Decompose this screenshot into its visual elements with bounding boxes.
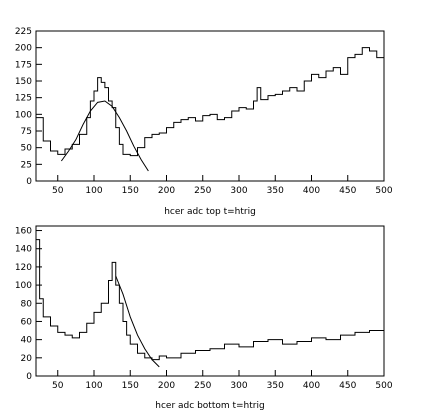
bottom-histogram-panel: 50 100 150 200 250 300 350 400 450 500 0 20 40 60 80 1… <box>15 225 393 411</box>
x-tick-label: 100 <box>85 186 102 196</box>
y-tick-label: 200 <box>15 44 32 54</box>
y-tick-label: 120 <box>15 263 32 273</box>
y-tick-label: 100 <box>15 281 32 291</box>
x-tick-label: 400 <box>303 381 320 391</box>
x-tick-label: 50 <box>52 186 64 196</box>
x-tick-label: 200 <box>158 381 175 391</box>
y-tick-label: 140 <box>15 245 32 255</box>
x-tick-label: 300 <box>230 381 247 391</box>
y-tick-label: 80 <box>21 299 33 309</box>
x-tick-label: 500 <box>375 381 392 391</box>
y-tick-label: 20 <box>21 354 33 364</box>
x-tick-label: 450 <box>339 186 356 196</box>
bottom-histogram-title: hcer adc bottom t=htrig <box>155 401 264 411</box>
x-tick-label: 450 <box>339 381 356 391</box>
bottom-histogram-line <box>36 239 385 361</box>
y-tick-label: 150 <box>15 77 32 87</box>
bottom-fit-curve <box>115 275 160 368</box>
y-tick-label: 0 <box>26 177 32 187</box>
x-tick-label: 150 <box>122 186 139 196</box>
x-tick-label: 500 <box>375 186 392 196</box>
top-fit-curve <box>60 100 149 172</box>
x-tick-label: 250 <box>194 186 211 196</box>
bottom-x-axis-ticks: 50 100 150 200 250 300 350 400 450 500 <box>52 370 393 391</box>
top-histogram-title: hcer adc top t=htrig <box>164 207 256 217</box>
y-tick-label: 100 <box>15 110 32 120</box>
y-tick-label: 40 <box>21 336 33 346</box>
x-tick-label: 50 <box>52 381 64 391</box>
x-tick-label: 400 <box>303 186 320 196</box>
x-tick-label: 300 <box>230 186 247 196</box>
y-tick-label: 25 <box>21 160 32 170</box>
x-tick-label: 100 <box>85 381 102 391</box>
top-y-axis-ticks: 0 25 50 75 100 125 150 175 200 225 <box>15 27 42 187</box>
y-tick-label: 0 <box>26 372 32 382</box>
bottom-frame <box>35 225 385 377</box>
x-tick-label: 150 <box>122 381 139 391</box>
top-x-axis-ticks: 50 100 150 200 250 300 350 400 450 500 <box>52 175 393 196</box>
x-tick-label: 350 <box>267 381 284 391</box>
y-tick-label: 60 <box>21 317 33 327</box>
x-tick-label: 200 <box>158 186 175 196</box>
y-tick-label: 160 <box>15 227 32 237</box>
x-tick-label: 350 <box>267 186 284 196</box>
top-histogram-panel: 50 100 150 200 250 300 350 400 450 500 0 25 50 75 100… <box>15 27 393 217</box>
y-tick-label: 125 <box>15 94 32 104</box>
y-tick-label: 75 <box>21 127 32 137</box>
x-tick-label: 250 <box>194 381 211 391</box>
y-tick-label: 175 <box>15 60 32 70</box>
top-histogram-line <box>36 47 385 157</box>
y-tick-label: 225 <box>15 27 32 37</box>
bottom-y-axis-ticks: 0 20 40 60 80 100 120 140 160 <box>15 227 42 382</box>
y-tick-label: 50 <box>21 144 33 154</box>
top-frame <box>35 30 385 182</box>
